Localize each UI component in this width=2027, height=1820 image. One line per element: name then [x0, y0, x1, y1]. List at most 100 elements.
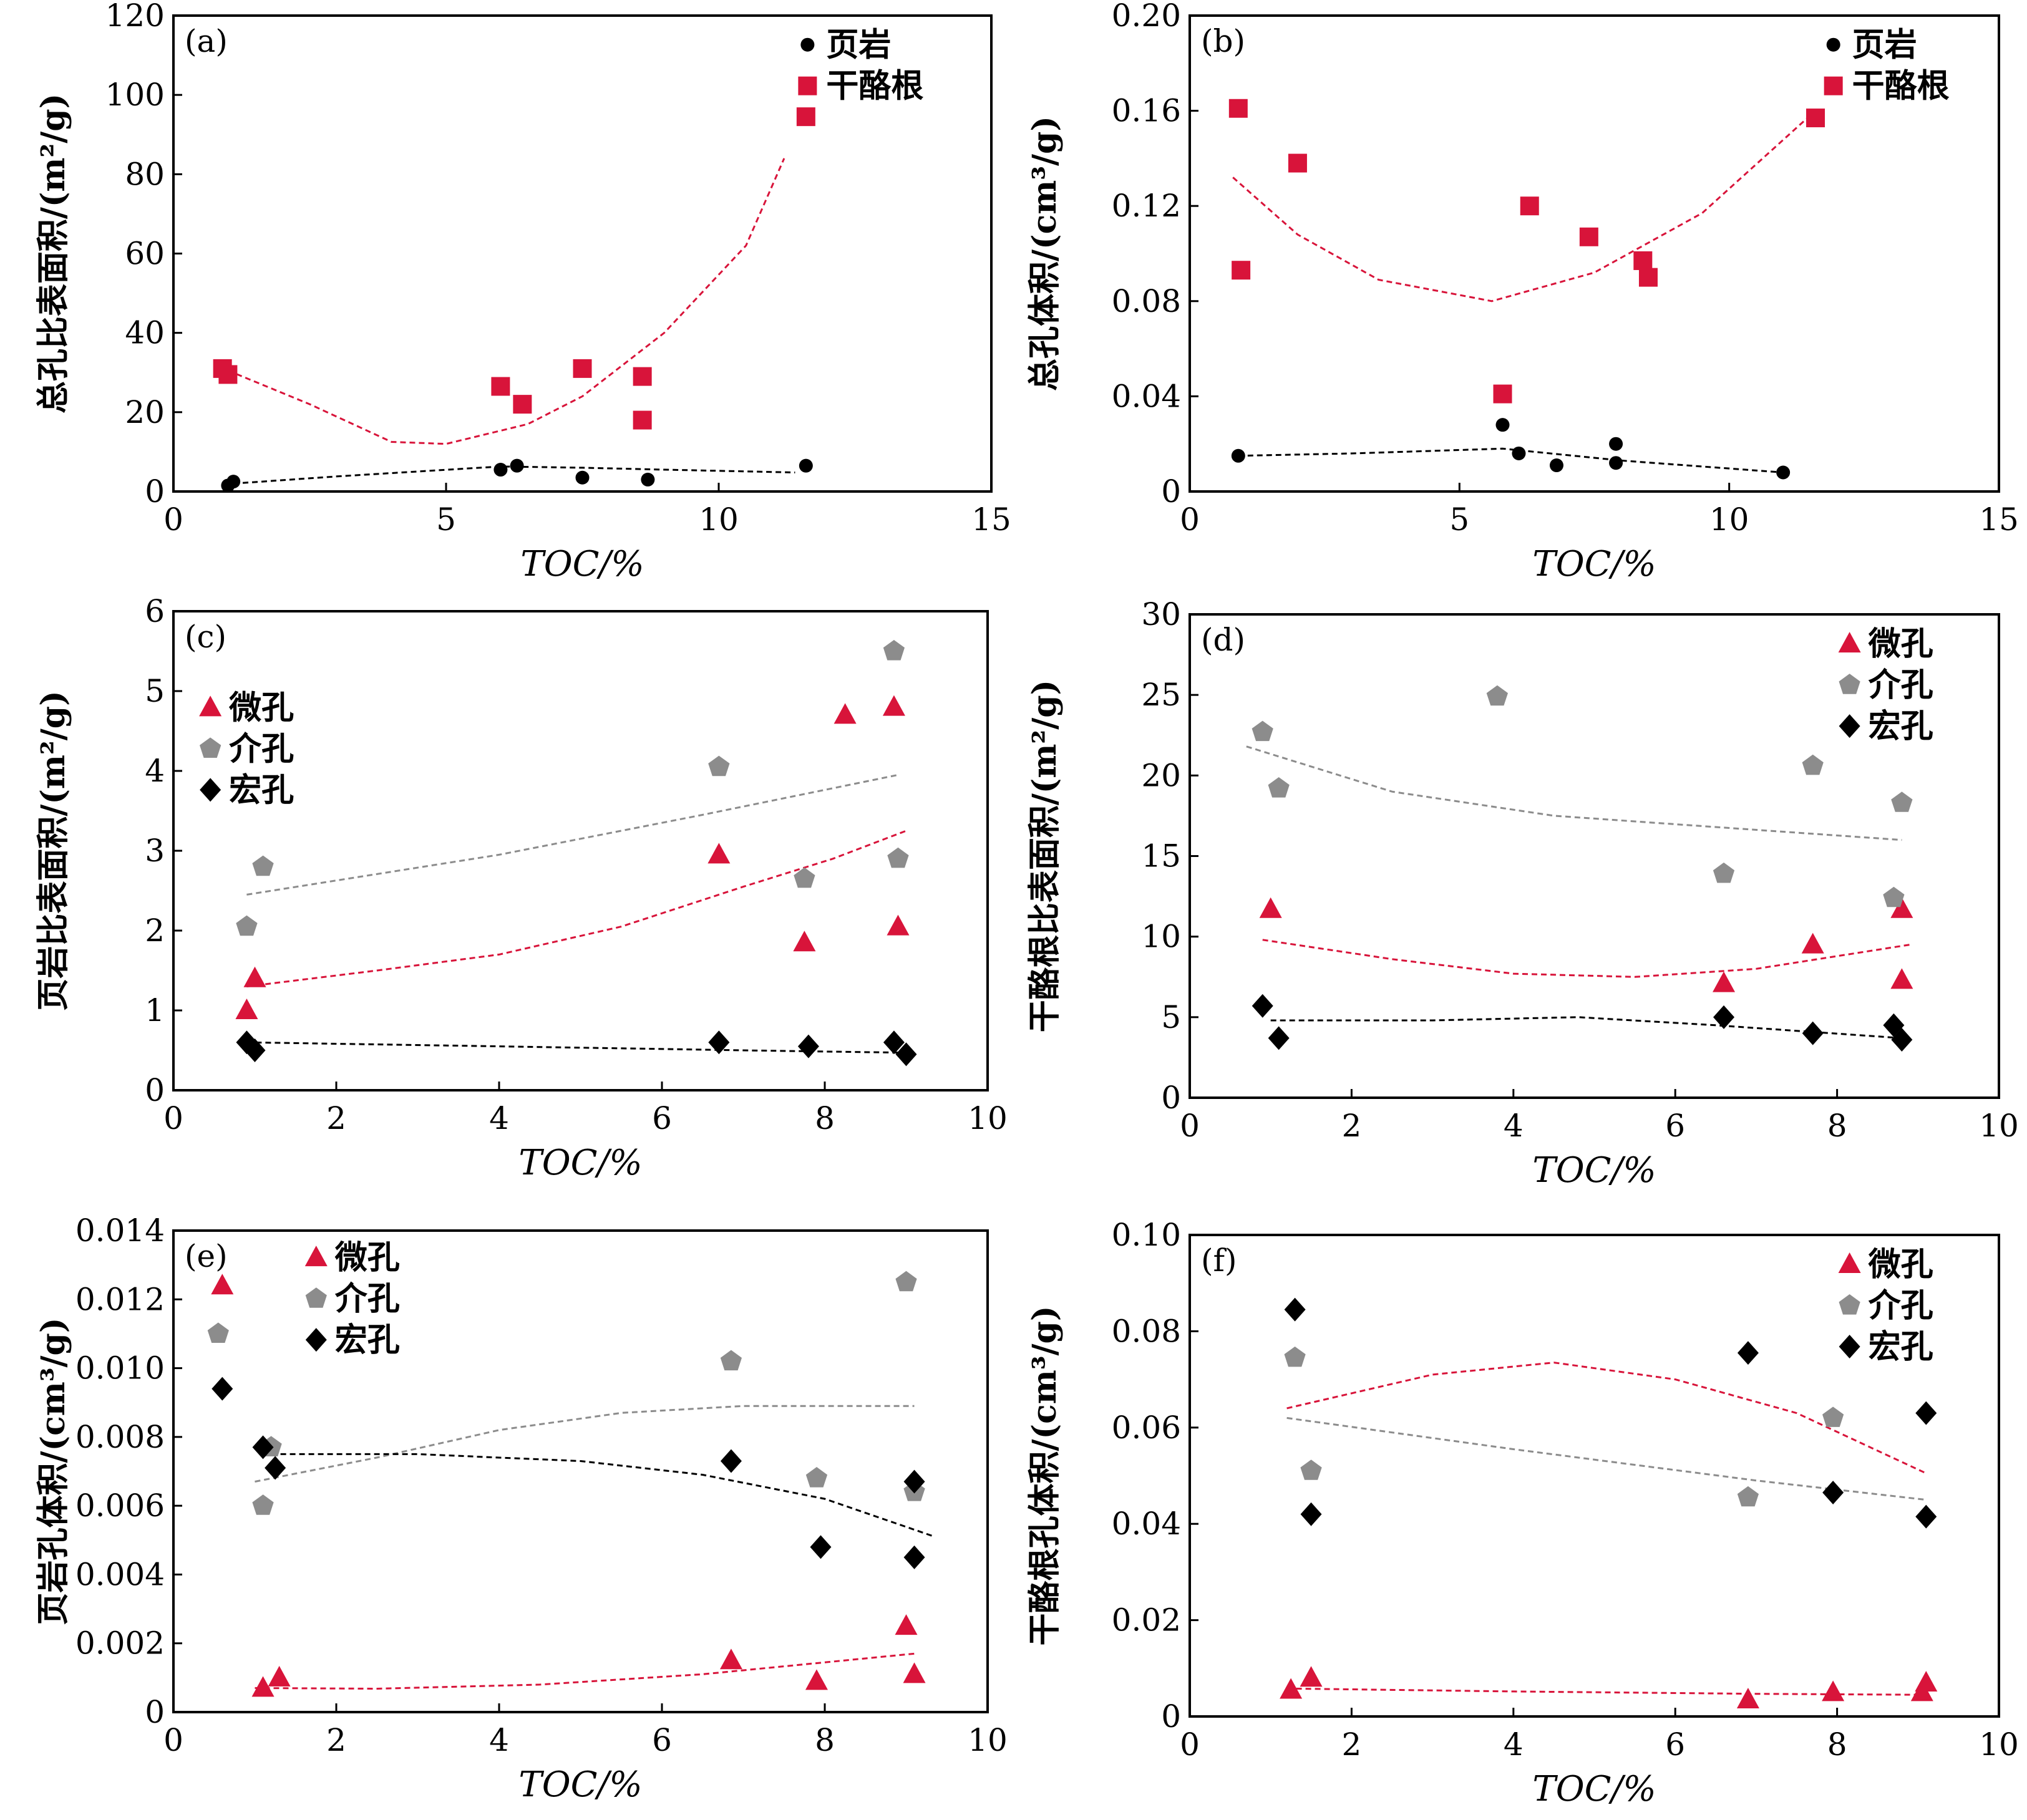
x-axis-label: TOC/%	[1532, 1150, 1656, 1191]
data-point	[1776, 465, 1791, 480]
x-tick-label: 4	[1504, 1108, 1524, 1144]
data-point	[510, 458, 524, 473]
legend-label: 宏孔	[229, 771, 294, 809]
x-tick-label: 2	[1341, 1726, 1361, 1763]
data-point	[1801, 932, 1824, 954]
data-point	[799, 458, 813, 473]
panel-b: 0 5 10 15 0 0.04 0.08 0.12 0.16 0.20 TOC/% 总孔体积/(cm…	[1026, 0, 2019, 584]
y-axis-label: 页岩比表面积/(m²/g)	[34, 690, 72, 1010]
trend-line	[1262, 939, 1910, 978]
x-tick-label: 10	[1979, 1108, 2019, 1144]
y-tick-label: 120	[105, 0, 165, 34]
data-point	[235, 999, 258, 1019]
data-point	[218, 365, 238, 384]
panel-c: 0 2 4 6 8 10 0 1 2 3 4 5 6 TOC/% 页岩比表面积/(m²/g) (c)微孔介孔宏…	[34, 593, 1008, 1183]
data-point	[883, 1030, 905, 1055]
legend-label: 宏孔	[1869, 707, 1933, 745]
y-tick-label: 0.10	[1112, 1217, 1181, 1253]
y-tick-label: 40	[125, 315, 165, 351]
data-point	[1737, 1341, 1759, 1365]
x-tick-label: 0	[1180, 501, 1200, 538]
x-tick-label: 5	[436, 501, 456, 538]
legend-label: 页岩	[826, 26, 891, 64]
data-point	[211, 1274, 234, 1295]
y-tick-label: 0.12	[1112, 188, 1181, 224]
data-point	[573, 359, 592, 378]
data-point	[252, 1435, 274, 1459]
data-point	[1890, 968, 1913, 989]
data-point	[1806, 109, 1825, 128]
x-tick-label: 6	[1665, 1726, 1685, 1763]
y-axis-label: 页岩孔体积/(cm³/g)	[34, 1317, 72, 1625]
x-tick-label: 10	[1979, 1726, 2019, 1763]
y-axis-label: 总孔体积/(cm³/g)	[1026, 116, 1064, 391]
plot-frame	[1188, 14, 2000, 493]
legend-marker	[1824, 76, 1843, 95]
data-point	[1713, 971, 1736, 992]
data-point	[268, 1665, 291, 1687]
data-point	[1822, 1481, 1844, 1505]
data-point	[513, 395, 532, 414]
data-point	[708, 1030, 730, 1055]
x-tick-label: 2	[1341, 1108, 1361, 1144]
data-point	[641, 472, 655, 486]
data-point	[575, 470, 590, 485]
data-point	[1579, 227, 1598, 246]
y-tick-label: 0.04	[1112, 1506, 1181, 1542]
data-point	[793, 931, 816, 952]
data-point	[805, 1669, 828, 1690]
x-tick-label: 10	[968, 1722, 1008, 1758]
y-tick-label: 5	[1161, 999, 1181, 1035]
data-point	[1280, 1678, 1303, 1699]
trend-line	[1246, 745, 1902, 841]
y-tick-label: 0	[145, 1694, 165, 1730]
trend-line	[227, 158, 785, 445]
x-tick-label: 0	[1180, 1108, 1200, 1144]
data-point	[1284, 1346, 1306, 1367]
x-axis-label: TOC/%	[518, 1143, 642, 1183]
legend-label: 干酪根	[1852, 67, 1950, 105]
panel-tag: (e)	[185, 1238, 228, 1274]
x-tick-label: 4	[489, 1100, 509, 1136]
y-tick-label: 0.08	[1112, 283, 1181, 319]
y-tick-label: 0.08	[1112, 1313, 1181, 1349]
legend-marker	[305, 1328, 327, 1352]
y-tick-label: 5	[145, 673, 165, 709]
x-tick-label: 6	[652, 1100, 672, 1136]
data-point	[895, 1614, 918, 1635]
data-point	[1915, 1504, 1937, 1529]
data-point	[887, 847, 909, 868]
legend-marker	[1839, 714, 1860, 738]
data-point	[1520, 196, 1539, 216]
data-point	[903, 1662, 926, 1683]
data-point	[633, 410, 652, 430]
data-point	[1288, 153, 1307, 173]
data-point	[491, 377, 510, 396]
data-point	[883, 640, 905, 661]
y-tick-label: 0.006	[75, 1488, 165, 1524]
data-point	[1802, 754, 1824, 775]
data-point	[834, 703, 857, 724]
panel-a: 0 5 10 15 0 20 40 60 80 100 120 TOC/% 总孔比表面积/(m²/g) (…	[34, 0, 1011, 584]
data-point	[887, 914, 910, 936]
x-tick-label: 8	[815, 1100, 835, 1136]
x-tick-label: 2	[326, 1100, 346, 1136]
data-point	[719, 1648, 742, 1670]
data-point	[797, 1034, 819, 1058]
legend-marker	[1838, 1252, 1861, 1274]
x-tick-label: 15	[1979, 501, 2019, 538]
y-axis-label: 总孔比表面积/(m²/g)	[34, 94, 72, 414]
panel-tag: (f)	[1201, 1242, 1237, 1279]
y-tick-label: 25	[1141, 677, 1181, 713]
legend-label: 宏孔	[1869, 1328, 1933, 1366]
data-point	[707, 843, 731, 864]
y-tick-label: 0.008	[75, 1419, 165, 1455]
y-axis-label: 干酪根比表面积/(m²/g)	[1026, 680, 1064, 1032]
trend-line	[1286, 1416, 1927, 1501]
legend-label: 微孔	[228, 689, 294, 727]
data-point	[1284, 1297, 1306, 1322]
data-point	[244, 1038, 266, 1062]
y-tick-label: 0.012	[75, 1281, 165, 1317]
y-tick-label: 0	[145, 1072, 165, 1108]
